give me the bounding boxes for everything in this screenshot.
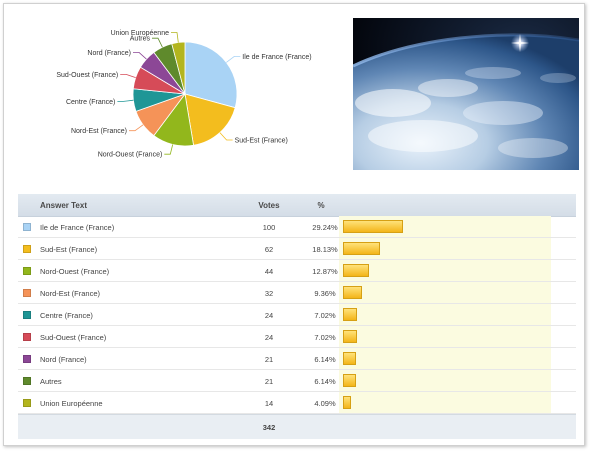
color-swatch (23, 355, 31, 363)
vote-percent: 9.36% (314, 289, 336, 298)
result-bar (343, 220, 403, 233)
pie-slice-label: Centre (France) (66, 99, 115, 106)
vote-count: 14 (264, 399, 274, 408)
vote-count: 100 (262, 223, 276, 232)
vote-percent: 6.14% (314, 377, 336, 386)
result-bar (343, 374, 356, 387)
color-swatch (23, 223, 31, 231)
vote-count: 44 (264, 267, 274, 276)
color-swatch (23, 289, 31, 297)
table-header: Answer Text Votes % (18, 194, 576, 217)
vote-percent: 29.24% (312, 223, 338, 232)
answer-label: Union Européenne (40, 399, 103, 408)
earth-photo (353, 18, 579, 170)
table-row: Nord (France) 21 6.14% (18, 348, 576, 370)
pie-leader-line (226, 56, 241, 63)
result-bar (343, 286, 362, 299)
answer-label: Sud-Est (France) (40, 245, 98, 254)
vote-percent: 7.02% (314, 333, 336, 342)
percent-header: % (317, 201, 325, 210)
vote-count: 32 (264, 289, 274, 298)
pie-slice-label: Sud-Est (France) (235, 138, 288, 145)
pie-slice (171, 41, 186, 95)
answer-label: Autres (40, 377, 62, 386)
votes-header: Votes (258, 201, 280, 210)
pie-slice-label: Union Européenne (111, 30, 169, 37)
vote-count: 21 (264, 355, 274, 364)
vote-count: 62 (264, 245, 274, 254)
pie-leader-line (171, 32, 179, 43)
pie-leader-line (152, 37, 163, 48)
vote-count: 24 (264, 311, 274, 320)
vote-percent: 6.14% (314, 355, 336, 364)
color-swatch (23, 245, 31, 253)
result-bar (343, 264, 369, 277)
color-swatch (23, 311, 31, 319)
table-row: Sud-Ouest (France) 24 7.02% (18, 326, 576, 348)
pie-slice-label: Nord-Ouest (France) (98, 152, 163, 159)
result-bar (343, 308, 357, 321)
pie-slice-label: Autres (130, 36, 151, 43)
table-row: Centre (France) 24 7.02% (18, 304, 576, 326)
pie-leader-line (164, 144, 174, 155)
pie-leader-line (219, 132, 233, 141)
vote-percent: 4.09% (314, 399, 336, 408)
pie-slice (184, 93, 236, 146)
table-row: Union Européenne 14 4.09% (18, 392, 576, 414)
answer-label: Nord-Ouest (France) (40, 267, 110, 276)
pie-leader-line (133, 52, 147, 60)
total-votes: 342 (262, 423, 276, 432)
answer-label: Centre (France) (40, 311, 93, 320)
earth-from-space-image (353, 18, 579, 170)
vote-count: 21 (264, 377, 274, 386)
answer-label: Nord-Est (France) (40, 289, 101, 298)
poll-results-frame: Ile de France (France) Sud-Est (France) No… (3, 3, 585, 446)
pie-slice-label: Sud-Ouest (France) (56, 72, 118, 79)
result-bar (343, 330, 357, 343)
vote-percent: 12.87% (312, 267, 338, 276)
pie-slice-label: Nord (France) (87, 50, 131, 57)
result-bar (343, 242, 380, 255)
table-footer: 342 (18, 414, 576, 439)
vote-percent: 7.02% (314, 311, 336, 320)
answer-label: Sud-Ouest (France) (40, 333, 107, 342)
table-row: Sud-Est (France) 62 18.13% (18, 238, 576, 260)
answer-text-header: Answer Text (40, 201, 87, 210)
color-swatch (23, 333, 31, 341)
color-swatch (23, 399, 31, 407)
pie-chart-panel: Ile de France (France) Sud-Est (France) No… (18, 18, 350, 170)
answer-label: Nord (France) (40, 355, 87, 364)
answer-label: Ile de France (France) (40, 223, 115, 232)
pie-leader-line (129, 124, 144, 132)
result-bar (343, 396, 351, 409)
pie-leader-line (120, 74, 136, 78)
result-bar (343, 352, 356, 365)
vote-count: 24 (264, 333, 274, 342)
pie-leader-line (117, 99, 134, 102)
pie-slice-label: Ile de France (France) (242, 54, 311, 61)
pie-slice-label: Nord-Est (France) (71, 128, 127, 135)
table-row: Ile de France (France) 100 29.24% (18, 216, 576, 238)
pie-chart: Ile de France (France) Sud-Est (France) No… (56, 30, 311, 159)
table-row: Nord-Ouest (France) 44 12.87% (18, 260, 576, 282)
table-row: Autres 21 6.14% (18, 370, 576, 392)
vote-percent: 18.13% (312, 245, 338, 254)
color-swatch (23, 377, 31, 385)
results-table: Answer Text Votes % Ile de France (Franc… (18, 194, 576, 439)
color-swatch (23, 267, 31, 275)
table-row: Nord-Est (France) 32 9.36% (18, 282, 576, 304)
